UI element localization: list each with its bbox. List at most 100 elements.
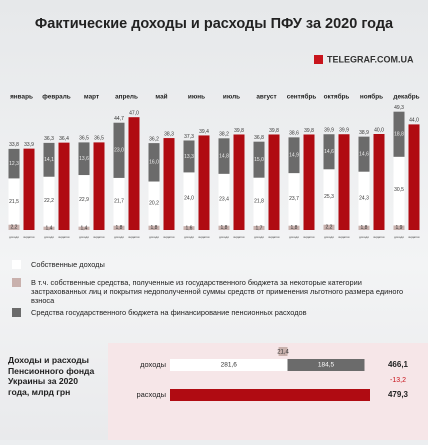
expense-bar <box>128 117 140 230</box>
value-label: 23,0 <box>114 148 124 154</box>
value-label: 36,8 <box>254 135 264 141</box>
x-sublabel: доходи <box>324 235 334 239</box>
summary-box: доходы 21,4 281,6 184,5 466,1 -13,2 расходы 479… <box>108 343 428 440</box>
value-label: 33,9 <box>24 142 34 148</box>
own-bar <box>323 169 335 230</box>
state-bar <box>358 136 370 172</box>
value-label: 24,0 <box>184 196 194 202</box>
x-sublabel: видатки <box>304 235 315 239</box>
value-label: 33,8 <box>9 142 19 148</box>
value-label: 22,9 <box>79 197 89 203</box>
value-label: 14,9 <box>289 153 299 159</box>
value-label: 36,5 <box>94 136 104 142</box>
state-bar <box>113 122 125 178</box>
expense-bar <box>408 124 420 230</box>
x-sublabel: доходи <box>114 235 124 239</box>
value-label: 2,2 <box>326 225 333 231</box>
x-sublabel: видатки <box>234 235 245 239</box>
value-label: 47,0 <box>129 111 139 117</box>
value-label: 14,1 <box>44 157 54 163</box>
x-tick-label: ноябрь <box>360 93 383 101</box>
x-sublabel: видатки <box>409 235 420 239</box>
expense-bar <box>373 134 385 230</box>
x-sublabel: видатки <box>24 235 35 239</box>
legend-label: Средства государственного бюджета на фин… <box>31 308 307 317</box>
value-label: 1,8 <box>291 225 298 231</box>
x-sublabel: доходи <box>79 235 89 239</box>
x-tick-label: июнь <box>188 94 205 101</box>
legend-swatch <box>12 278 21 287</box>
value-label: 44,0 <box>409 118 419 124</box>
value-label: 39,8 <box>269 128 279 134</box>
value-label: 49,3 <box>394 105 404 111</box>
value-label: 1,9 <box>396 225 403 231</box>
value-label: 36,4 <box>59 136 69 142</box>
state-bar <box>287 359 365 371</box>
summary-chart: доходы 21,4 281,6 184,5 466,1 -13,2 расходы 479… <box>136 347 409 401</box>
x-tick-label: июль <box>223 94 240 101</box>
value-label: 184,5 <box>318 362 335 369</box>
incl-bar <box>358 225 370 230</box>
expense-bar <box>303 134 315 230</box>
incl-bar <box>8 224 20 230</box>
x-sublabel: видатки <box>59 235 70 239</box>
value-label: 1,8 <box>361 225 368 231</box>
legend-item: В т.ч. собственные средства, полученные … <box>12 278 412 305</box>
value-label: 30,5 <box>394 187 404 193</box>
x-sublabel: доходи <box>394 235 404 239</box>
value-label: 23,4 <box>219 196 229 202</box>
own-bar <box>183 172 195 230</box>
x-sublabel: доходи <box>9 235 19 239</box>
x-tick-label: февраль <box>42 94 71 101</box>
value-label: 25,3 <box>324 194 334 200</box>
value-label: 39,9 <box>339 128 349 134</box>
x-tick-label: август <box>256 94 276 101</box>
x-sublabel: доходи <box>44 235 54 239</box>
value-label: 14,6 <box>359 151 369 157</box>
state-bar <box>78 142 90 176</box>
incl-bar <box>253 225 265 230</box>
value-label: 18,8 <box>394 132 404 138</box>
value-label: 13,3 <box>184 154 194 160</box>
chart-title: Фактические доходы и расходы ПФУ за 2020… <box>35 16 394 32</box>
value-label: 36,2 <box>149 136 159 142</box>
own-bar <box>113 177 125 230</box>
expense-bar <box>163 138 175 230</box>
value-label: 15,0 <box>254 157 264 163</box>
value-label: 1,6 <box>186 225 193 231</box>
legend-swatch <box>12 308 21 317</box>
state-bar <box>183 140 195 173</box>
expense-bar <box>233 134 245 230</box>
x-sublabel: видатки <box>374 235 385 239</box>
expense-bar <box>198 135 210 230</box>
state-bar <box>148 143 160 182</box>
value-label: 16,0 <box>149 160 159 166</box>
incl-bar <box>393 225 405 230</box>
value-label: 36,5 <box>79 136 89 142</box>
x-sublabel: доходи <box>184 235 194 239</box>
x-tick-label: январь <box>10 94 33 101</box>
value-label: 39,8 <box>304 128 314 134</box>
state-bar <box>218 138 230 174</box>
own-bar <box>148 181 160 230</box>
own-bar <box>253 177 265 230</box>
value-label: 36,3 <box>44 136 54 142</box>
expense-bar <box>23 148 35 230</box>
incl-bar <box>78 226 90 230</box>
value-label: 38,6 <box>289 131 299 137</box>
value-label: 21,7 <box>114 199 124 205</box>
value-label: 39,8 <box>234 128 244 134</box>
value-label: 39,4 <box>199 129 209 135</box>
source: TELEGRAF.COM.UA <box>327 54 414 64</box>
x-sublabel: доходи <box>289 235 299 239</box>
value-label: 21,4 <box>277 350 289 356</box>
state-bar <box>43 142 55 177</box>
value-label: 1,4 <box>81 226 88 232</box>
x-tick-label: май <box>155 93 167 101</box>
value-label: 2,2 <box>11 225 18 231</box>
value-label: 21,5 <box>9 199 19 205</box>
x-sublabel: доходи <box>359 235 369 239</box>
legend-swatch <box>12 260 21 269</box>
state-bar <box>288 137 300 174</box>
